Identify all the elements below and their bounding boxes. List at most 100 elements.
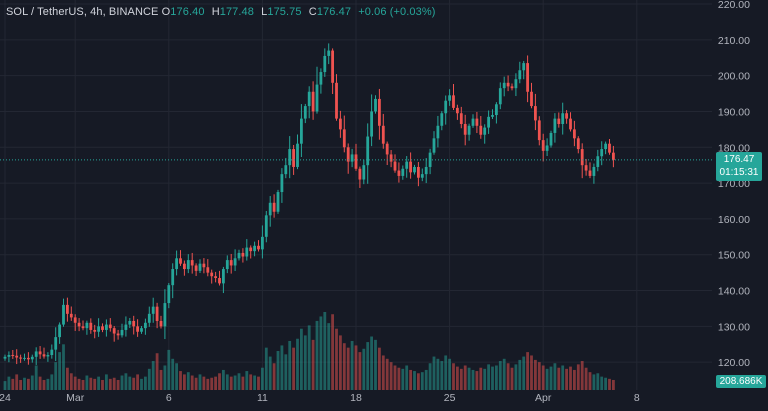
volume-bar bbox=[190, 375, 194, 390]
candle-body bbox=[77, 322, 81, 327]
candle-body bbox=[350, 154, 354, 162]
candle-body bbox=[506, 82, 510, 87]
candle-body bbox=[569, 118, 572, 130]
candle-body bbox=[97, 326, 100, 332]
candle-body bbox=[66, 304, 69, 314]
candle-body bbox=[436, 125, 440, 139]
candle-body bbox=[198, 263, 202, 271]
volume-bar bbox=[522, 356, 526, 390]
candle-body bbox=[245, 247, 249, 257]
candle-body bbox=[545, 145, 549, 151]
volume-bar bbox=[561, 365, 565, 390]
volume-bar bbox=[7, 376, 11, 390]
candle-body bbox=[342, 129, 346, 148]
volume-bar bbox=[534, 359, 537, 390]
volume-bar bbox=[264, 347, 268, 390]
candle-body bbox=[307, 91, 311, 107]
volume-bar bbox=[346, 347, 350, 390]
close-label: C bbox=[308, 6, 317, 18]
volume-bar bbox=[19, 379, 22, 390]
volume-bar bbox=[479, 367, 483, 390]
volume-bar bbox=[175, 363, 178, 390]
volume-bar bbox=[167, 349, 171, 390]
volume-bar bbox=[448, 358, 451, 390]
volume-bar bbox=[85, 375, 89, 390]
candle-body bbox=[237, 252, 241, 259]
candle-body bbox=[167, 285, 171, 304]
price-axis[interactable]: 120.00 130.00 140.00 150.00 160.00 170.00 180.… bbox=[718, 0, 750, 369]
candle-body bbox=[381, 125, 385, 144]
candle-body bbox=[218, 278, 221, 284]
candle-body bbox=[202, 263, 206, 268]
candle-body bbox=[498, 88, 502, 105]
candle-body bbox=[573, 129, 576, 139]
volume-bar bbox=[186, 372, 190, 390]
price-tick-label: 170.00 bbox=[718, 178, 750, 190]
candle-body bbox=[596, 156, 600, 167]
candle-body bbox=[225, 260, 229, 270]
volume-bar bbox=[62, 344, 65, 390]
volume-bar bbox=[612, 379, 615, 390]
candle-body bbox=[144, 322, 147, 329]
volume-bar bbox=[233, 375, 237, 390]
volume-bar bbox=[573, 369, 576, 390]
volume-bar bbox=[381, 355, 385, 390]
time-tick-label: 24 bbox=[0, 392, 11, 404]
candle-body bbox=[576, 138, 580, 150]
volume-bar bbox=[151, 361, 155, 390]
volume-bar bbox=[600, 376, 604, 390]
time-axis[interactable]: 24 Mar 6 11 18 25 Apr 8 bbox=[0, 392, 640, 404]
candle-body bbox=[147, 313, 151, 323]
candle-body bbox=[159, 320, 163, 327]
volume-badge: 208.686K bbox=[716, 375, 766, 388]
volume-bar bbox=[155, 353, 159, 390]
candle-body bbox=[190, 260, 194, 266]
candle-body bbox=[475, 118, 479, 126]
candle-body bbox=[229, 260, 233, 266]
volume-bar bbox=[537, 362, 541, 390]
volume-bar bbox=[491, 366, 494, 390]
time-tick-label: 18 bbox=[350, 392, 362, 404]
volume-bar bbox=[46, 378, 50, 390]
bar-countdown: 01:15:31 bbox=[719, 167, 759, 178]
price-tick-label: 200.00 bbox=[718, 71, 750, 83]
candle-body bbox=[30, 356, 34, 360]
symbol-title[interactable]: SOL / TetherUS, 4h, BINANCE bbox=[6, 6, 159, 18]
volume-bar bbox=[518, 359, 522, 390]
volume-bar bbox=[194, 377, 198, 390]
volume-bar bbox=[483, 368, 487, 390]
volume-bar bbox=[15, 374, 19, 390]
volume-bar bbox=[498, 361, 502, 390]
volume-bar bbox=[124, 373, 128, 390]
candle-body bbox=[459, 113, 463, 124]
candle-body bbox=[335, 82, 338, 119]
volume-bar bbox=[456, 366, 459, 390]
open-value: 176.40 bbox=[170, 6, 205, 18]
candle-body bbox=[73, 317, 77, 323]
volume-bar bbox=[417, 373, 420, 390]
candle-body bbox=[261, 236, 264, 250]
volume-bar bbox=[510, 367, 514, 390]
price-tick-label: 210.00 bbox=[718, 35, 750, 47]
volume-bar bbox=[487, 364, 490, 390]
candle-body bbox=[491, 115, 494, 117]
volume-bar bbox=[225, 374, 229, 390]
volume-bar bbox=[545, 368, 549, 390]
price-tick-label: 190.00 bbox=[718, 106, 750, 118]
candle-body bbox=[561, 113, 565, 124]
volume-bar bbox=[405, 365, 409, 390]
candle-body bbox=[42, 354, 46, 357]
candle-body bbox=[483, 127, 487, 135]
volume-bar bbox=[241, 376, 245, 390]
volume-bar bbox=[374, 339, 377, 390]
volume-bar bbox=[30, 375, 34, 390]
candle-body bbox=[124, 324, 128, 330]
volume-bar bbox=[276, 351, 280, 390]
candle-body bbox=[456, 107, 459, 114]
volume-bar bbox=[268, 356, 272, 390]
candle-body bbox=[588, 170, 592, 176]
volume-bar bbox=[296, 338, 299, 390]
current-price-badge: 176.47 01:15:31 bbox=[716, 152, 762, 181]
